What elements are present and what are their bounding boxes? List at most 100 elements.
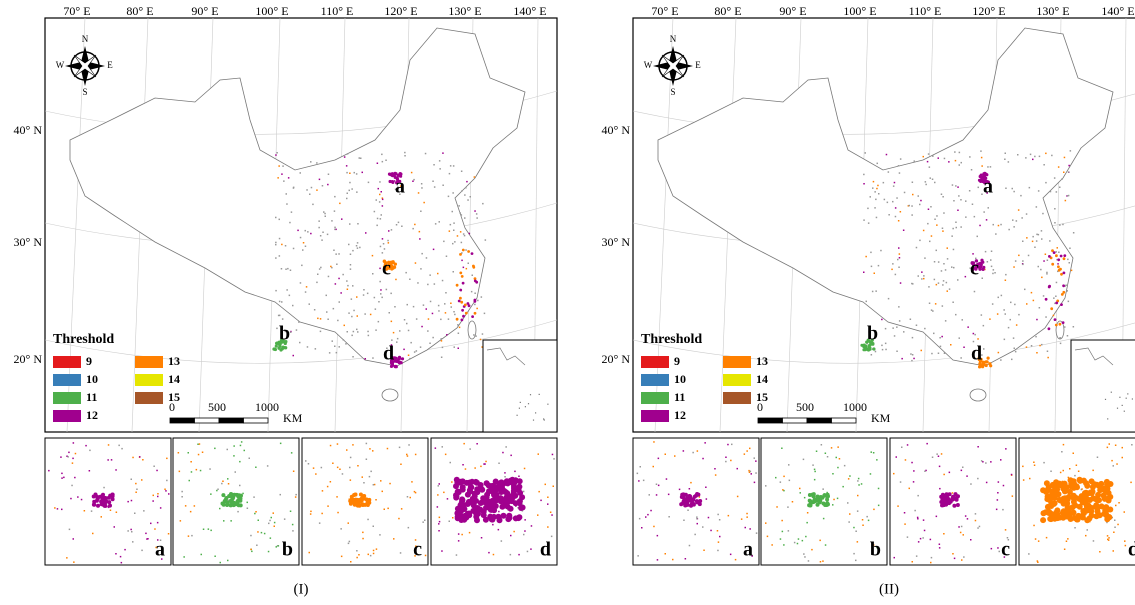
built-up-pixel (957, 186, 959, 188)
built-up-pixel (1011, 359, 1013, 361)
detail-pixel (970, 539, 972, 541)
detail-pixel (1067, 538, 1069, 540)
coast-cluster (461, 309, 464, 312)
built-up-pixel (903, 331, 905, 333)
built-up-pixel (275, 290, 277, 292)
built-up-pixel (1005, 280, 1007, 282)
built-up-pixel (349, 173, 351, 175)
detail-pixel (476, 443, 478, 445)
legend-swatch (135, 356, 163, 368)
built-up-pixel (888, 171, 890, 173)
detail-pixel (1097, 457, 1099, 459)
detail-pixel (909, 488, 911, 490)
detail-pixel (702, 526, 704, 528)
detail-pixel (157, 496, 159, 498)
built-up-pixel (448, 196, 450, 198)
detail-pixel (658, 458, 660, 460)
detail-pixel (411, 481, 413, 483)
built-up-pixel (275, 242, 277, 244)
built-up-pixel (990, 259, 992, 261)
detail-pixel (481, 537, 483, 539)
detail-pixel (208, 528, 210, 530)
detail-cluster (1086, 503, 1092, 509)
built-up-pixel (336, 264, 338, 266)
longitude-label: 80° E (714, 4, 741, 18)
compass-east: E (107, 60, 113, 70)
detail-pixel (781, 448, 783, 450)
detail-pixel (936, 453, 938, 455)
built-up-pixel (1049, 240, 1051, 242)
detail-pixel (1117, 524, 1119, 526)
detail-pixel (363, 482, 365, 484)
built-up-pixel (947, 258, 949, 260)
built-up-pixel (953, 249, 955, 251)
built-up-pixel (440, 319, 442, 321)
detail-pixel (896, 456, 898, 458)
detail-pixel (998, 481, 1000, 483)
built-up-pixel (1059, 187, 1061, 189)
map-panel: 70° E80° E90° E100° E110° E120° E130° E1… (602, 4, 1135, 598)
built-up-pixel (965, 276, 967, 278)
detail-cluster (1061, 508, 1067, 514)
detail-pixel (485, 461, 487, 463)
detail-pixel (121, 562, 123, 564)
detail-pixel (77, 496, 79, 498)
built-up-pixel (312, 204, 314, 206)
detail-cluster (1072, 515, 1078, 521)
built-up-pixel (338, 278, 340, 280)
detail-pixel (488, 552, 490, 554)
built-up-pixel (1000, 224, 1002, 226)
built-up-pixel (900, 158, 902, 160)
built-up-pixel (967, 326, 969, 328)
detail-pixel (131, 531, 133, 533)
built-up-pixel (894, 335, 896, 337)
detail-pixel (653, 466, 655, 468)
detail-cluster (818, 500, 822, 504)
detail-cluster (505, 516, 511, 522)
detail-pixel (370, 555, 372, 557)
built-up-pixel (1032, 159, 1034, 161)
built-up-pixel (888, 214, 890, 216)
detail-cluster (457, 480, 463, 486)
detail-pixel (653, 526, 655, 528)
detail-frame (1019, 438, 1135, 565)
detail-frame (302, 438, 428, 565)
detail-pixel (837, 498, 839, 500)
detail-cluster (465, 511, 471, 517)
detail-pixel (905, 459, 907, 461)
built-up-pixel (993, 269, 995, 271)
detail-pixel (305, 460, 307, 462)
detail-pixel (81, 499, 83, 501)
map-panel: 70° E80° E90° E100° E110° E120° E130° E1… (14, 4, 557, 598)
built-up-pixel (279, 315, 281, 317)
longitude-label: 130° E (1036, 4, 1069, 18)
built-up-pixel (1015, 260, 1017, 262)
detail-pixel (70, 498, 72, 500)
detail-pixel (180, 520, 182, 522)
detail-pixel (349, 541, 351, 543)
detail-cluster (1040, 487, 1046, 493)
detail-pixel (844, 465, 846, 467)
detail-pixel (876, 459, 878, 461)
detail-pixel (836, 457, 838, 459)
built-up-pixel (870, 252, 872, 254)
detail-pixel (1000, 459, 1002, 461)
built-up-pixel (290, 332, 292, 334)
detail-cluster (473, 498, 479, 504)
detail-pixel (227, 449, 229, 451)
built-up-pixel (396, 224, 398, 226)
inset-island (1111, 392, 1112, 393)
built-up-pixel (296, 329, 298, 331)
built-up-pixel (452, 192, 454, 194)
built-up-pixel (983, 211, 985, 213)
built-up-pixel (377, 163, 379, 165)
detail-cluster (486, 482, 492, 488)
detail-pixel (190, 511, 192, 513)
built-up-pixel (412, 181, 414, 183)
detail-pixel (750, 471, 752, 473)
built-up-pixel (311, 187, 313, 189)
detail-pixel (103, 487, 105, 489)
built-up-pixel (476, 217, 478, 219)
built-up-pixel (334, 229, 336, 231)
detail-pixel (267, 465, 269, 467)
